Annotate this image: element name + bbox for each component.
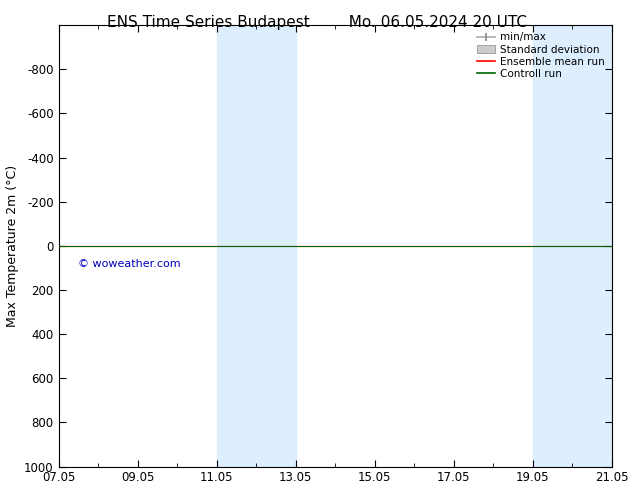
Bar: [533, 25, 612, 466]
Legend: min/max, Standard deviation, Ensemble mean run, Controll run: min/max, Standard deviation, Ensemble me…: [472, 28, 609, 83]
Y-axis label: Max Temperature 2m (°C): Max Temperature 2m (°C): [6, 165, 18, 327]
Text: ENS Time Series Budapest        Mo. 06.05.2024 20 UTC: ENS Time Series Budapest Mo. 06.05.2024 …: [107, 15, 527, 30]
Bar: [217, 25, 295, 466]
Text: © woweather.com: © woweather.com: [79, 259, 181, 269]
